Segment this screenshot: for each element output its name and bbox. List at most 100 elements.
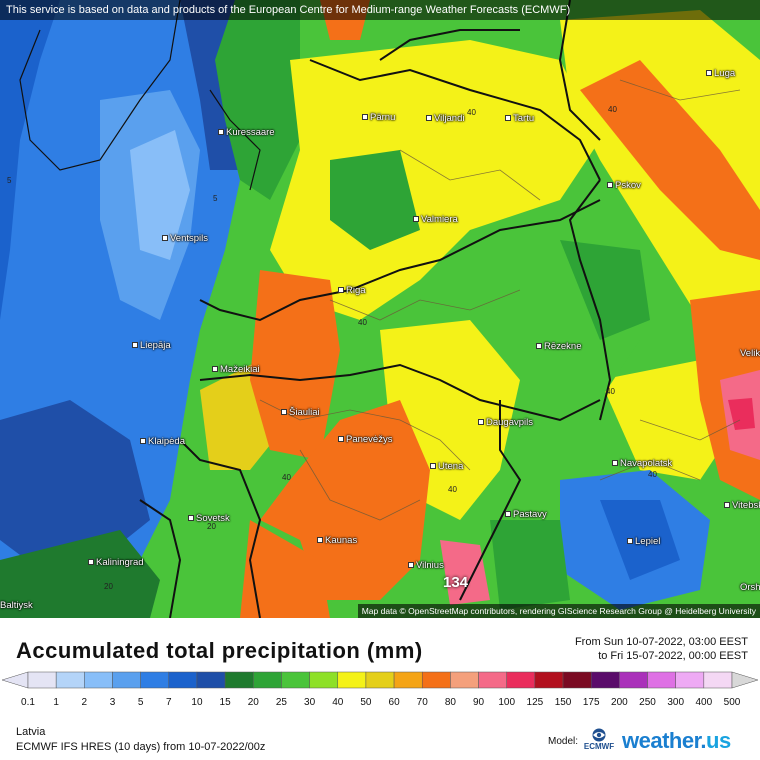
legend-tick-label: 1 [53, 697, 59, 708]
legend-swatch [224, 671, 254, 689]
city-label: Kaunas [317, 535, 357, 546]
legend-swatch [140, 671, 170, 689]
legend-tick-label: 400 [695, 697, 713, 708]
ecmwf-logo-icon [592, 728, 606, 742]
legend-tick-label: 250 [639, 697, 656, 708]
city-label: Viljandi [426, 113, 464, 124]
legend-swatch [27, 671, 57, 689]
city-label: Tartu [505, 113, 534, 124]
legend-swatch [590, 671, 620, 689]
ecmwf-logo-text: ECMWF [583, 742, 615, 751]
color-scale-legend [2, 671, 758, 689]
city-label: Lepiel [627, 536, 660, 547]
city-label: Šiauliai [281, 407, 320, 418]
legend-tick-label: 150 [554, 697, 572, 708]
color-scale-ticks: 0.1 1 2 3 5 7 10 15 20 25 30 40 50 60 70 80 90 100 125 150 1… [0, 697, 760, 711]
legend-swatch [703, 671, 733, 689]
legend-tick-label: 30 [304, 697, 316, 708]
city-label: Orsha [740, 582, 760, 593]
map-title: Accumulated total precipitation (mm) [16, 638, 423, 663]
legend-tick-label: 20 [247, 697, 259, 708]
contour-label: 40 [467, 108, 476, 117]
precipitation-map[interactable]: This service is based on data and produc… [0, 0, 760, 618]
legend-arrow-high [731, 671, 758, 689]
period-from: From Sun 10-07-2022, 03:00 EEST [574, 636, 748, 648]
ecmwf-disclaimer-banner: This service is based on data and produc… [0, 0, 760, 20]
model-label: Model: [548, 736, 579, 747]
weather-us-logo[interactable]: weather.us [622, 728, 731, 754]
legend-tick-label: 2 [81, 697, 88, 708]
city-label: Ventspils [162, 233, 208, 244]
city-label: Pärnu [362, 112, 395, 123]
city-label: Velikie [740, 348, 760, 359]
legend-tick-label: 500 [723, 697, 741, 708]
contour-label: 40 [648, 470, 657, 479]
map-legend-footer [0, 618, 760, 760]
legend-swatch [647, 671, 676, 689]
city-label: Sovetsk [188, 513, 230, 524]
city-label: Luga [706, 68, 735, 79]
legend-swatch [281, 671, 310, 689]
contour-label: 40 [358, 318, 367, 327]
legend-swatch [55, 671, 85, 689]
legend-tick-label: 50 [360, 697, 372, 708]
legend-tick-label: 80 [444, 697, 456, 708]
legend-swatch [562, 671, 592, 689]
map-attribution[interactable]: Map data © OpenStreetMap contributors, r… [357, 604, 760, 618]
city-label: Baltiysk [0, 600, 33, 611]
legend-arrow-low [2, 671, 29, 689]
contour-label: 20 [207, 522, 216, 531]
city-label: Daugavpils [478, 417, 533, 428]
contour-label: 5 [213, 194, 218, 203]
legend-swatch [337, 671, 367, 689]
city-label: Mažeikiai [212, 364, 260, 375]
brand-suffix: us [706, 728, 731, 753]
brand-main: weather. [622, 728, 707, 753]
legend-swatch [365, 671, 395, 689]
city-label: Vitebsk [724, 500, 760, 511]
legend-swatch [196, 671, 226, 689]
city-label: Pskov [607, 180, 641, 191]
legend-swatch [675, 671, 705, 689]
legend-swatch [168, 671, 198, 689]
city-label: Riga [338, 285, 366, 296]
legend-swatch [506, 671, 536, 689]
legend-swatch [421, 671, 451, 689]
contour-label: 40 [606, 387, 615, 396]
contour-label: 20 [104, 582, 113, 591]
city-label: Kuressaare [218, 127, 275, 138]
legend-tick-label: 70 [416, 697, 428, 708]
model-run-info: ECMWF IFS HRES (10 days) from 10-07-2022… [16, 741, 266, 753]
city-label: Kaliningrad [88, 557, 144, 568]
legend-tick-label: 3 [109, 697, 116, 708]
region-name: Latvia [16, 726, 46, 738]
legend-tick-label: 7 [166, 697, 172, 708]
city-label: Panevėžys [338, 434, 392, 445]
legend-swatch [450, 671, 479, 689]
contour-label: 40 [282, 473, 291, 482]
legend-tick-label: 10 [191, 697, 203, 708]
legend-tick-label: 60 [388, 697, 400, 708]
legend-swatch [112, 671, 141, 689]
legend-swatch [393, 671, 423, 689]
contour-label: 40 [608, 105, 617, 114]
map-canvas [0, 0, 760, 618]
legend-tick-label: 25 [275, 697, 287, 708]
legend-tick-label: 125 [526, 697, 544, 708]
legend-tick-label: 200 [611, 697, 628, 708]
legend-swatch [253, 671, 282, 689]
city-label: Utena [430, 461, 463, 472]
city-label: Liepāja [132, 340, 171, 351]
legend-tick-label: 90 [472, 697, 485, 708]
legend-tick-label: 40 [332, 697, 344, 708]
legend-tick-label: 15 [219, 697, 231, 708]
legend-swatch [309, 671, 339, 689]
max-value-label: 134 [443, 574, 469, 591]
city-label: Pastavy [505, 509, 547, 520]
legend-swatch [534, 671, 564, 689]
city-label: Vilnius [408, 560, 444, 571]
city-label: Rēzekne [536, 341, 582, 352]
legend-swatch [478, 671, 507, 689]
legend-tick-label: 5 [137, 697, 144, 708]
legend-tick-label: 300 [667, 697, 685, 708]
